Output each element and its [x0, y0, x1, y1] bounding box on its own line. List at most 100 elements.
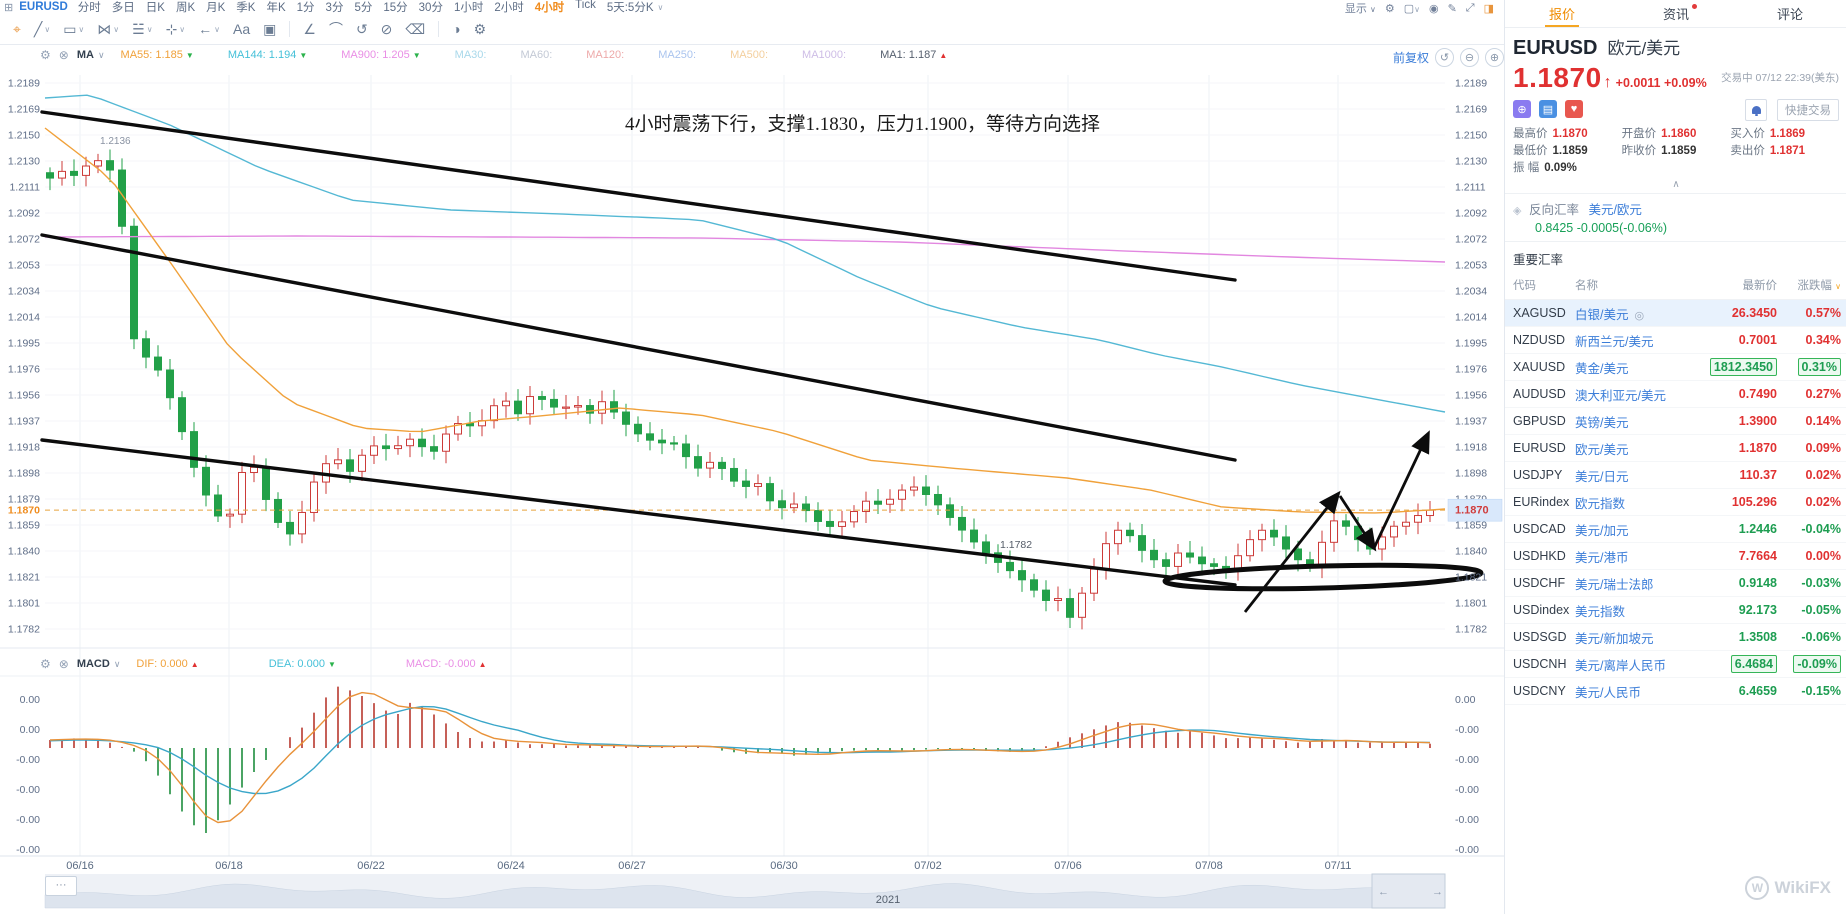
timeframe-年K[interactable]: 年K: [266, 2, 286, 14]
collapse-chevron-icon[interactable]: ∧: [1672, 179, 1680, 190]
table-row-USDCAD[interactable]: USDCAD 美元/加元 1.2446 -0.04%: [1505, 516, 1846, 543]
layout-icon[interactable]: ▢∨: [1403, 2, 1420, 15]
pattern-tool[interactable]: ⊹ ∨: [166, 21, 186, 38]
hide-tool[interactable]: ⊘: [381, 21, 393, 38]
timeframe-3分[interactable]: 3分: [325, 2, 344, 14]
timeframe-季K[interactable]: 季K: [236, 2, 256, 14]
camera-icon[interactable]: ◉: [1428, 2, 1439, 15]
table-row-USDJPY[interactable]: USDJPY 美元/日元 110.37 0.02%: [1505, 462, 1846, 489]
zoom-out-icon[interactable]: ⊖: [1460, 48, 1480, 67]
target-icon[interactable]: ◎: [1634, 309, 1645, 322]
table-row-GBPUSD[interactable]: GBPUSD 英镑/美元 1.3900 0.14%: [1505, 408, 1846, 435]
row-name-link[interactable]: 美元/瑞士法郎: [1575, 577, 1654, 592]
row-name-link[interactable]: 美元/人民币: [1575, 685, 1641, 700]
row-name-link[interactable]: 美元/离岸人民币: [1575, 658, 1666, 673]
favorite-heart-icon[interactable]: ♥: [1565, 100, 1583, 118]
row-name-link[interactable]: 欧元/美元: [1575, 442, 1629, 457]
table-row-AUDUSD[interactable]: AUDUSD 澳大利亚元/美元 0.7490 0.27%: [1505, 381, 1846, 408]
navigator-window[interactable]: [1371, 873, 1446, 909]
row-name-link[interactable]: 美元/新加坡元: [1575, 631, 1654, 646]
timeframe-2小时[interactable]: 2小时: [494, 2, 524, 14]
row-name-link[interactable]: 新西兰元/美元: [1575, 334, 1654, 349]
timeframe-周K[interactable]: 周K: [175, 2, 196, 14]
text-tool[interactable]: Aa: [233, 21, 250, 37]
row-name-link[interactable]: 美元/加元: [1575, 523, 1629, 538]
settings-tool[interactable]: ⚙: [474, 21, 487, 38]
undo-icon[interactable]: ↺: [1435, 48, 1455, 67]
gear-icon[interactable]: ⚙: [1384, 2, 1395, 15]
tab-评论[interactable]: 评论: [1776, 7, 1803, 22]
remove-indicator-icon[interactable]: ⊗: [58, 657, 69, 671]
row-name-link[interactable]: 美元/日元: [1575, 469, 1629, 484]
channel-tool[interactable]: ☱ ∨: [132, 21, 152, 38]
table-row-EURUSD[interactable]: EURUSD 欧元/美元 1.1870 0.09%: [1505, 435, 1846, 462]
timeframe-5分[interactable]: 5分: [354, 2, 373, 14]
table-row-NZDUSD[interactable]: NZDUSD 新西兰元/美元 0.7001 0.34%: [1505, 327, 1846, 354]
move-tool[interactable]: ⌖: [13, 21, 21, 38]
bookmark-icon[interactable]: ▤: [1539, 100, 1557, 118]
rotate-tool[interactable]: ↺: [356, 21, 368, 38]
comment-tool[interactable]: ▣: [263, 21, 276, 38]
price-chart-canvas[interactable]: 4小时震荡下行，支撑1.1830，压力1.1900，等待方向选择 1.2136 1.…: [0, 44, 1504, 914]
col-price[interactable]: 最新价: [1742, 280, 1778, 292]
symbol-label[interactable]: EURUSD: [19, 1, 68, 13]
navigator-more-button[interactable]: ···: [45, 876, 77, 896]
timeframe-5天:5分K[interactable]: 5天:5分K: [606, 2, 654, 14]
row-name-link[interactable]: 白银/美元 ◎: [1575, 307, 1645, 322]
row-name-link[interactable]: 美元/港币: [1575, 550, 1629, 565]
gear-icon[interactable]: ⚙: [40, 657, 51, 671]
timeframe-15分[interactable]: 15分: [383, 2, 408, 14]
reverse-rate-pair-link[interactable]: 美元/欧元: [1588, 203, 1642, 217]
gear-icon[interactable]: ⚙: [40, 48, 51, 62]
display-menu[interactable]: 显示 ∨: [1344, 3, 1376, 15]
fib-tool[interactable]: ⋈ ∨: [97, 21, 119, 38]
zoom-in-icon[interactable]: ⊕: [1485, 48, 1505, 67]
adjust-mode-label[interactable]: 前复权: [1393, 51, 1430, 65]
table-row-USDindex[interactable]: USDindex 美元指数 92.173 -0.05%: [1505, 597, 1846, 624]
table-row-EURindex[interactable]: EURindex 欧元指数 105.296 0.02%: [1505, 489, 1846, 516]
chevron-down-icon[interactable]: ∨: [97, 49, 105, 60]
table-row-USDCNY[interactable]: USDCNY 美元/人民币 6.4659 -0.15%: [1505, 678, 1846, 705]
pencil-icon[interactable]: ✎: [1447, 2, 1457, 15]
globe-icon[interactable]: ⊕: [1513, 100, 1531, 118]
timeframe-4小时[interactable]: 4小时: [534, 2, 565, 14]
table-row-XAGUSD[interactable]: XAGUSD 白银/美元 ◎ 26.3450 0.57%: [1505, 300, 1846, 327]
remove-indicator-icon[interactable]: ⊗: [58, 48, 69, 62]
col-code[interactable]: 代码: [1513, 280, 1536, 292]
timeframe-日K[interactable]: 日K: [145, 2, 165, 14]
panel-toggle-icon[interactable]: ◨: [1483, 2, 1494, 15]
chart-navigator[interactable]: ← →: [44, 873, 1446, 909]
chevron-down-icon[interactable]: ∨: [113, 658, 121, 669]
timeframe-1小时[interactable]: 1小时: [453, 2, 484, 14]
arrow-tool[interactable]: ← ∨: [198, 21, 220, 37]
menu-grid-icon[interactable]: ⊞: [4, 1, 14, 14]
row-name-link[interactable]: 黄金/美元: [1575, 361, 1629, 376]
compare-tool[interactable]: ◑: [452, 21, 460, 37]
fullscreen-icon[interactable]: ⤢: [1465, 1, 1475, 14]
timeframe-1分[interactable]: 1分: [296, 2, 315, 14]
tab-资讯[interactable]: 资讯: [1657, 0, 1697, 27]
table-row-USDSGD[interactable]: USDSGD 美元/新加坡元 1.3508 -0.06%: [1505, 624, 1846, 651]
delete-tool[interactable]: ⌫: [405, 21, 425, 38]
alert-bell-icon[interactable]: [1745, 99, 1767, 121]
quick-trade-button[interactable]: 快捷交易: [1777, 99, 1839, 121]
table-row-XAUUSD[interactable]: XAUUSD 黄金/美元 1812.3450 0.31%: [1505, 354, 1846, 381]
table-row-USDCNH[interactable]: USDCNH 美元/离岸人民币 6.4684 -0.09%: [1505, 651, 1846, 678]
shape-tool[interactable]: ▭ ∨: [63, 21, 84, 38]
timeframe-月K[interactable]: 月K: [206, 2, 226, 14]
table-row-USDCHF[interactable]: USDCHF 美元/瑞士法郎 0.9148 -0.03%: [1505, 570, 1846, 597]
tab-报价[interactable]: 报价: [1543, 0, 1581, 27]
row-name-link[interactable]: 澳大利亚元/美元: [1575, 388, 1666, 403]
col-pct[interactable]: 涨跌幅 ∨: [1797, 280, 1841, 292]
timeframe-多日[interactable]: 多日: [111, 2, 135, 14]
arc-tool[interactable]: ⌒: [329, 19, 343, 39]
angle-tool[interactable]: ∠: [303, 21, 316, 38]
row-name-link[interactable]: 欧元指数: [1575, 496, 1626, 511]
timeframe-分时[interactable]: 分时: [77, 2, 101, 14]
timeframe-30分[interactable]: 30分: [418, 2, 443, 14]
table-row-USDHKD[interactable]: USDHKD 美元/港币 7.7664 0.00%: [1505, 543, 1846, 570]
line-tool[interactable]: ╱ ∨: [34, 21, 50, 38]
row-name-link[interactable]: 英镑/美元: [1575, 415, 1629, 430]
timeframe-Tick[interactable]: Tick: [575, 0, 596, 11]
col-name[interactable]: 名称: [1575, 280, 1598, 292]
